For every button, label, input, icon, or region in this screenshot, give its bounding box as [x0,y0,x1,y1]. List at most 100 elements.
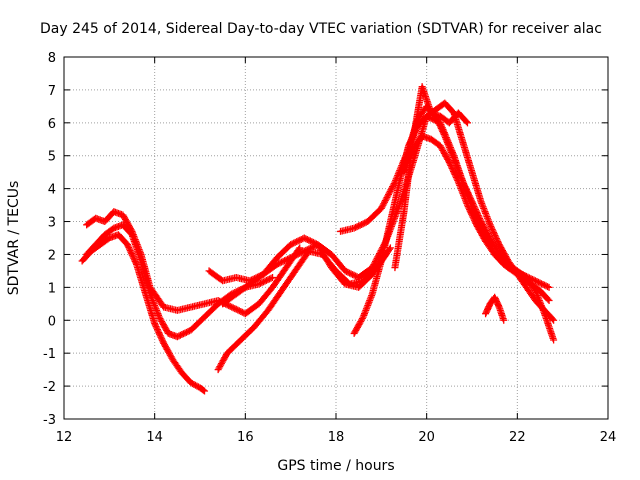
y-tick-label: 0 [48,314,56,329]
data-point [133,260,149,296]
data-point [409,133,425,153]
data-point [223,337,244,357]
data-point [459,178,475,204]
data-point [459,139,475,175]
data-point [495,241,511,264]
data-point [377,219,394,265]
data-point [142,290,158,326]
data-point [264,288,285,314]
data-point [377,180,398,212]
data-point [187,379,202,391]
data-point [550,336,558,344]
y-tick-label: 1 [48,281,56,296]
data-point [418,83,435,115]
data-point [355,265,375,281]
data-point [441,132,457,161]
data-point [454,109,470,126]
data-point [491,250,507,267]
y-tick-label: 3 [48,216,56,231]
y-tick-label: -1 [43,347,56,362]
data-point [269,273,277,281]
data-point [201,301,221,321]
data-point [463,201,480,227]
y-tick-label: 6 [48,117,56,132]
x-tick-label: 16 [237,430,254,445]
data-point [545,297,553,305]
data-point [332,267,352,287]
data-point [427,135,443,149]
data-point [278,268,298,295]
data-point [196,384,207,394]
y-axis-label: SDTVAR / TECUs [6,181,22,296]
data-point [486,234,502,257]
data-point [137,250,154,290]
data-point [536,287,552,303]
data-point [259,261,280,278]
data-point [123,241,140,267]
data-point [391,209,408,272]
data-point [96,235,112,249]
data-point [468,168,485,204]
data-point [386,244,394,252]
data-point [237,324,257,344]
data-point [364,206,384,226]
data-point [83,242,99,258]
data-point [250,308,271,331]
data-point [531,297,547,313]
series-arc-10 [400,132,553,305]
series-arc-5 [214,244,394,374]
data-point [205,267,225,284]
data-point [518,273,534,287]
data-point [273,242,293,262]
y-tick-label: -2 [43,380,56,395]
data-point [173,327,193,341]
data-point [232,281,253,298]
data-point [350,218,370,232]
x-tick-label: 22 [509,430,526,445]
data-point [201,387,209,395]
data-point [92,232,108,249]
data-point [169,356,185,375]
data-point [128,227,144,257]
data-point [160,339,176,362]
x-axis-label: GPS time / hours [277,458,394,474]
data-point [450,155,466,184]
data-point [445,158,462,185]
y-tick-label: 5 [48,150,56,165]
series-arc-3 [83,208,304,318]
y-tick-label: -3 [43,413,56,428]
data-point [441,99,457,116]
data-point [241,301,262,318]
data-point [522,283,538,303]
data-point [500,316,508,324]
x-tick-label: 18 [328,430,345,445]
data-point [214,351,230,374]
data-point [454,178,471,207]
y-tick-label: 2 [48,248,56,263]
data-point [291,249,312,275]
data-point [500,260,516,274]
data-point [246,271,266,288]
data-point [114,231,130,247]
data-point [359,265,380,285]
data-point [527,280,543,294]
data-point [550,316,558,324]
data-point [386,180,403,226]
data-point [318,250,339,274]
data-point [178,369,194,386]
y-tick-label: 8 [48,51,56,66]
data-point [486,221,503,247]
data-point [359,292,376,321]
data-point [119,211,135,234]
data-point [482,237,498,257]
data-point [473,221,489,244]
data-point [314,241,334,257]
data-point [101,225,117,239]
data-point [146,290,163,319]
data-point [155,313,171,336]
data-point [219,291,239,308]
data-point [255,285,275,308]
data-point [436,142,453,165]
